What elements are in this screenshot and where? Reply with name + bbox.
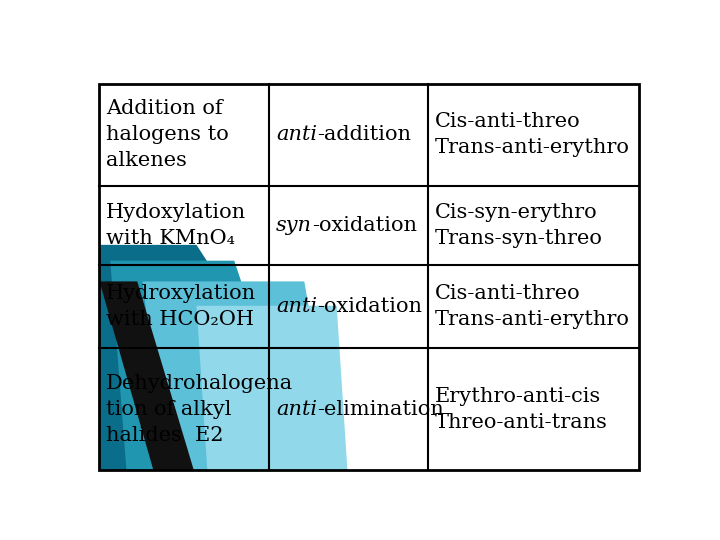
Text: Erythro-anti-cis
Threo-anti-trans: Erythro-anti-cis Threo-anti-trans	[435, 387, 608, 431]
Text: -oxidation: -oxidation	[317, 298, 422, 316]
Bar	[99, 84, 639, 186]
Text: Hydoxylation
with KMnO₄: Hydoxylation with KMnO₄	[106, 203, 246, 248]
Bar	[99, 186, 639, 265]
Bar	[99, 265, 639, 348]
Polygon shape	[99, 281, 194, 470]
Text: Addition of
halogens to
alkenes: Addition of halogens to alkenes	[106, 99, 229, 170]
Text: Dehydrohalogena
tion of alkyl
halides  E2: Dehydrohalogena tion of alkyl halides E2	[106, 374, 293, 444]
Text: Cis-syn-erythro
Trans-syn-threo: Cis-syn-erythro Trans-syn-threo	[435, 203, 603, 248]
Text: syn: syn	[276, 216, 312, 235]
Text: -addition: -addition	[317, 125, 411, 144]
Text: anti: anti	[276, 400, 317, 419]
Polygon shape	[143, 281, 337, 470]
Text: Hydroxylation
with HCO₂OH: Hydroxylation with HCO₂OH	[106, 285, 256, 329]
Polygon shape	[197, 306, 348, 470]
Text: -oxidation: -oxidation	[312, 216, 417, 235]
Text: anti: anti	[276, 125, 317, 144]
Polygon shape	[110, 261, 305, 470]
Text: Cis-anti-threo
Trans-anti-erythro: Cis-anti-threo Trans-anti-erythro	[435, 285, 630, 329]
Text: Cis-anti-threo
Trans-anti-erythro: Cis-anti-threo Trans-anti-erythro	[435, 112, 630, 157]
Text: anti: anti	[276, 298, 317, 316]
Text: -elimination: -elimination	[317, 400, 444, 419]
Bar	[99, 348, 639, 470]
Polygon shape	[99, 245, 342, 470]
